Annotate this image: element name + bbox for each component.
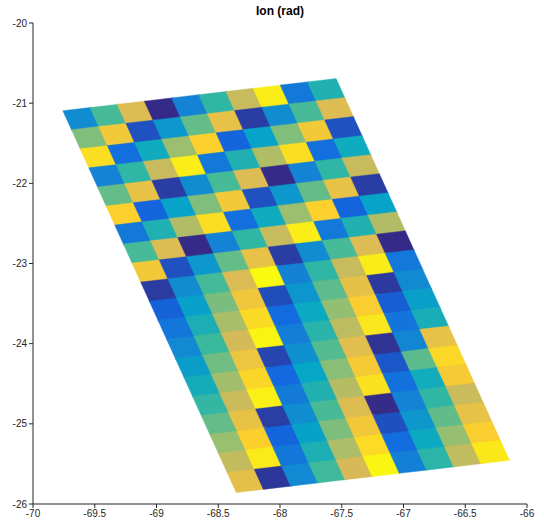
svg-text:-23: -23: [13, 258, 28, 269]
html-text:Ion (rad): Ion (rad): [256, 4, 304, 18]
svg-text:-67: -67: [396, 508, 411, 519]
svg-text:-68.5: -68.5: [207, 508, 230, 519]
svg-text:-26: -26: [13, 499, 28, 510]
svg-text:-20: -20: [13, 18, 28, 29]
svg-text:-69.5: -69.5: [83, 508, 106, 519]
svg-text:-68: -68: [273, 508, 288, 519]
svg-text:-25: -25: [13, 418, 28, 429]
svg-text:-24: -24: [13, 338, 28, 349]
svg-text:-67.5: -67.5: [330, 508, 353, 519]
svg-text:-22: -22: [13, 178, 28, 189]
svg-text:-66: -66: [520, 508, 535, 519]
svg-text:-69: -69: [149, 508, 164, 519]
svg-text:-70: -70: [26, 508, 41, 519]
svg-text:-66.5: -66.5: [454, 508, 477, 519]
svg-text:-21: -21: [13, 98, 28, 109]
